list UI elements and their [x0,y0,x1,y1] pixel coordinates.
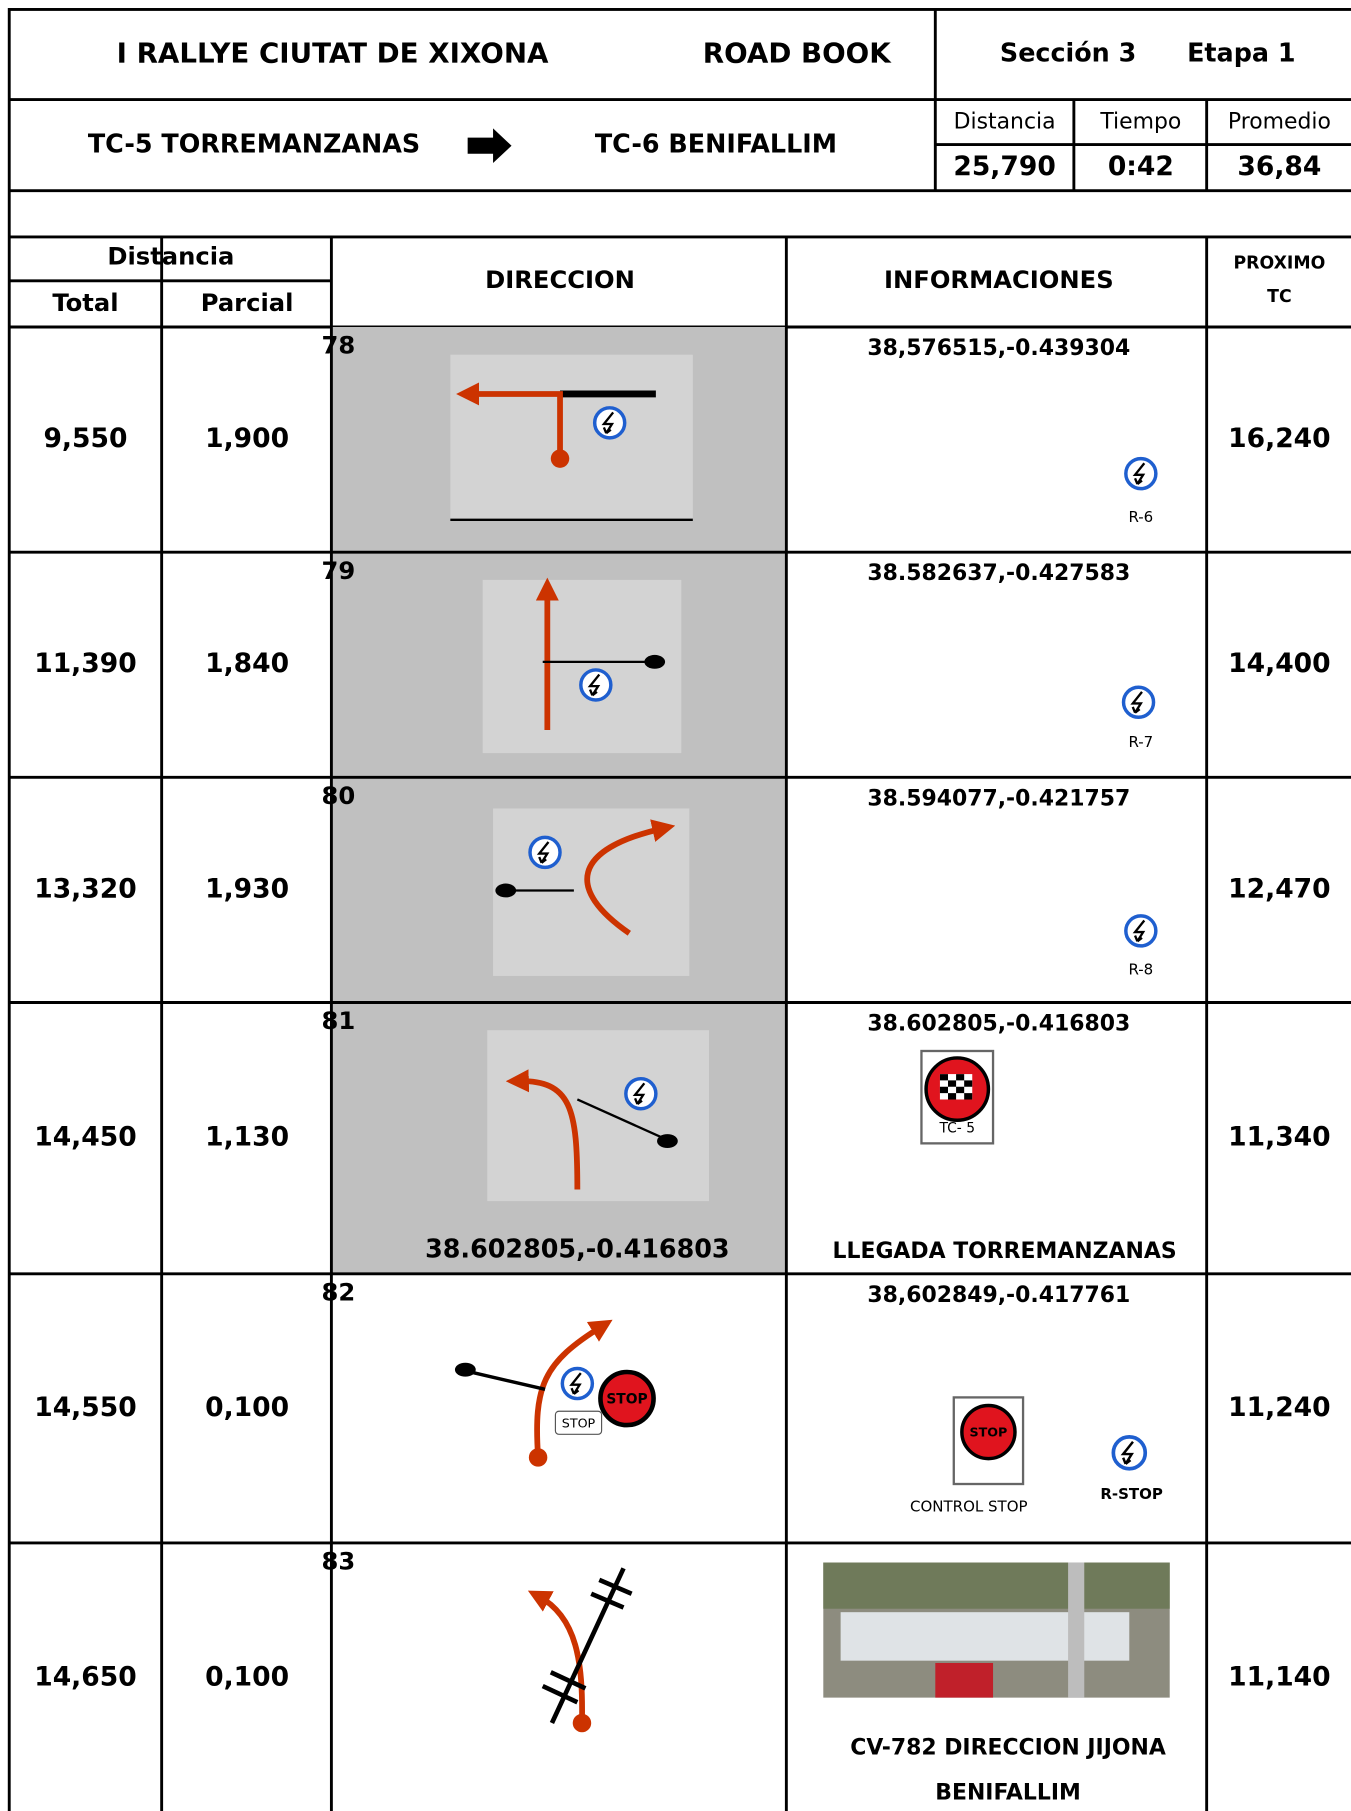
stat-label: Tiempo [1099,110,1181,135]
route-arrow [456,382,563,457]
reference-number: 81 [321,1006,355,1035]
sign-label: TC- 5 [938,1120,975,1136]
section: Sección 3 [1000,37,1136,67]
road-end [495,883,517,898]
next-tc: 12,470 [1228,873,1330,904]
stat-label: Distancia [954,110,1056,135]
flag [939,1074,973,1100]
partial: 0,100 [205,1661,289,1692]
rail-crossing [541,1567,633,1724]
sign-label: R-8 [1128,961,1153,979]
col-header: Distancia [107,242,234,271]
total: 11,390 [34,648,136,679]
header: I RALLYE CIUTAT DE XIXONA ROAD BOOK Secc… [52,36,1331,316]
partial: 1,900 [205,423,289,454]
total: 14,550 [34,1392,136,1423]
partial: 1,930 [205,873,289,904]
next-tc: 11,140 [1228,1661,1330,1692]
note: CV-782 DIRECCION JIJONA [850,1735,1166,1760]
col-header: TC [1267,287,1292,307]
total: 14,650 [34,1661,136,1692]
radar-icon [560,1366,595,1401]
col-header: INFORMACIONES [884,265,1114,294]
stop-text: STOP [969,1425,1007,1440]
road-end [454,1362,476,1377]
route-arrow [584,819,676,936]
radar-icon [1124,456,1158,491]
route-from: TC-5 TORREMANZANAS [88,129,420,159]
total: 14,450 [34,1122,136,1153]
photo [823,1562,1170,1698]
grid [7,8,1351,1811]
stat-value: 36,84 [1237,151,1321,182]
arrow [467,128,512,164]
radar-icon [528,835,562,870]
route-to: TC-6 BENIFALLIM [595,129,837,159]
coordinates: 38.602805,-0.416803 [867,1011,1130,1036]
road [464,1369,546,1392]
total: 13,320 [34,873,136,904]
note: BENIFALLIM [935,1780,1081,1805]
stop-sign [598,1369,656,1428]
col-header: PROXIMO [1233,253,1325,273]
next-tc: 11,240 [1228,1392,1330,1423]
radar-icon [1121,685,1156,720]
partial: 1,840 [205,648,289,679]
coordinates: 38,576515,-0.439304 [867,336,1130,361]
road-end [644,654,666,669]
stat-label: Promedio [1228,110,1331,135]
road-end [657,1134,678,1148]
col-header: Total [52,288,118,317]
stat-value: 25,790 [953,151,1055,182]
stop-text: STOP [606,1392,647,1408]
partial: 0,100 [205,1392,289,1423]
route-arrow [534,1319,613,1458]
road [576,1098,668,1141]
coordinates: 38.602805,-0.416803 [425,1234,729,1264]
reference-number: 79 [321,556,355,585]
note: LLEGADA TORREMANZANAS [833,1239,1177,1264]
rows: 9,550 1,900 16,240 78 38,576515,-0.439304 R-6… [34,331,1330,1806]
start-dot [550,449,570,468]
stop-box [554,1410,603,1435]
reference-number: 83 [321,1547,355,1576]
start-dot [528,1448,548,1467]
start-dot [572,1713,592,1733]
reference-number: 78 [321,331,355,360]
radar-icon [1111,1435,1148,1471]
next-tc: 16,240 [1228,423,1330,454]
stat-value: 0:42 [1108,151,1174,182]
coordinates: 38.594077,-0.421757 [867,786,1130,811]
radar-icon [579,668,613,702]
stage: Etapa 1 [1187,37,1295,67]
col-header: Parcial [201,288,294,317]
stop-text: STOP [562,1415,596,1430]
partial: 1,130 [205,1122,289,1153]
sign-label: R-STOP [1100,1485,1163,1503]
reference-number: 80 [321,781,355,810]
sign-label: R-7 [1128,733,1153,751]
next-tc: 11,340 [1228,1122,1330,1153]
coordinates: 38.582637,-0.427583 [867,561,1130,586]
reference-number: 82 [321,1277,355,1306]
total: 9,550 [43,423,127,454]
next-tc: 14,400 [1228,648,1330,679]
radar-icon [1124,914,1158,948]
col-header: DIRECCION [485,265,635,294]
title: I RALLYE CIUTAT DE XIXONA [117,36,549,69]
doc-type: ROAD BOOK [703,36,892,69]
radar-icon [624,1076,658,1111]
control-label: CONTROL STOP [910,1498,1028,1516]
coordinates: 38,602849,-0.417761 [867,1283,1130,1308]
route-arrow [505,1069,581,1190]
route-arrow [527,1590,585,1724]
sign-label: R-6 [1128,508,1153,526]
stop-sign [960,1403,1017,1461]
radar-icon [592,406,627,440]
